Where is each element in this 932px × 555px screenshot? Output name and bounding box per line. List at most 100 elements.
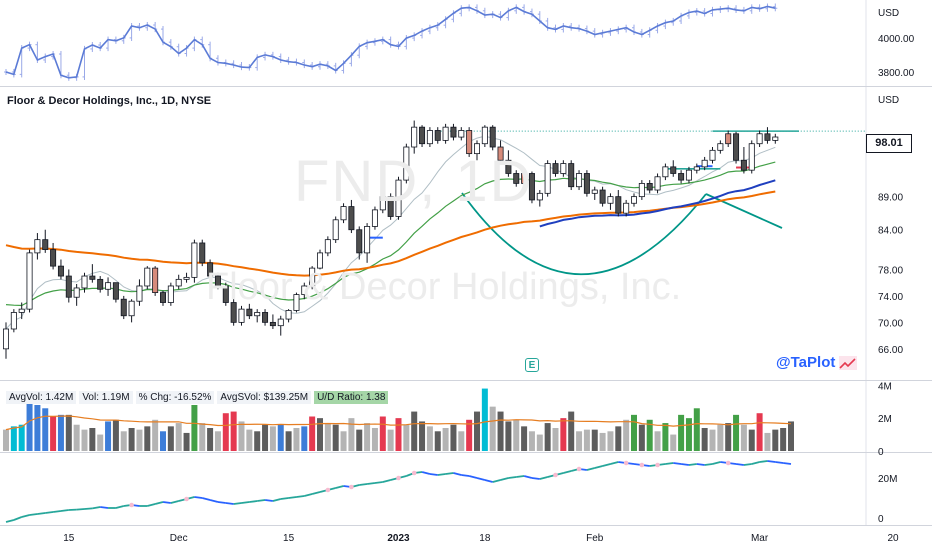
price-candle [459,130,464,137]
price-candle [278,319,283,326]
price-candle [74,288,79,297]
price-candle [239,309,244,322]
volume-bar [529,431,535,451]
volume-bar [655,431,661,451]
price-tick-label: 78.00 [878,265,903,276]
price-candle [506,160,511,173]
price-candle [215,276,220,286]
indicator-segment [673,463,681,464]
indicator-segment [446,473,454,474]
indicator-segment [218,502,226,503]
indicator-highlight-dot [129,503,134,508]
indicator-segment [469,476,477,478]
indicator-segment [689,464,697,465]
indicator-segment [234,503,242,504]
volume-bar [58,415,64,451]
indicator-segment [461,475,469,476]
x-tick-label: 2023 [387,533,410,544]
indicator-highlight-dot [349,485,354,490]
indicator-segment [540,477,548,479]
x-tick-label: Mar [751,533,769,544]
indicator-segment [587,468,595,470]
indicator-segment [453,473,461,475]
price-candle [129,301,134,316]
price-candle [82,276,87,288]
volume-bar [450,425,456,451]
price-candle [624,203,629,213]
indicator-segment [116,506,124,508]
price-candle [702,160,707,167]
indicator-segment [752,462,760,464]
volume-bar [623,420,629,451]
indicator-highlight-dot [184,497,189,502]
volume-bar [105,421,111,451]
price-candle [153,268,158,292]
price-candle [168,286,173,303]
volume-bar [27,403,33,451]
price-candle [317,253,322,268]
moving-averages-group [6,131,866,329]
indicator-segment [281,498,289,499]
volume-bar [553,428,559,451]
index-panel-group [4,3,777,80]
volume-bar [592,430,598,451]
volume-bar [419,421,425,451]
volume-bar [113,420,119,451]
price-candle [286,310,291,319]
volume-bar [600,433,606,451]
indicator-segment [85,508,93,509]
price-candle [27,253,32,309]
volume-bar [427,426,433,451]
price-candle [726,134,731,144]
volume-bar [215,431,221,451]
volume-bar [615,426,621,451]
volume-bar [301,426,307,451]
price-candle [380,197,385,210]
price-candle [270,322,275,325]
volume-bar [262,425,268,451]
indicator-segment [226,503,234,504]
cup-arc-drawing[interactable] [462,193,706,274]
volume-bar [474,412,480,451]
indicator-segment [242,502,250,503]
price-candle [262,312,267,322]
price-candle [482,127,487,144]
stat-avg-svol: AvgSVol: $139.25M [217,391,311,404]
branding[interactable]: @TaPlot [776,354,857,371]
volume-bar [356,430,362,451]
volume-bar [576,431,582,451]
price-candle [741,160,746,170]
price-candle [757,134,762,144]
indicator-segment [524,476,532,478]
price-candle [192,243,197,277]
indicator-segment [422,472,430,474]
price-candle [176,279,181,286]
earnings-marker[interactable]: E [525,358,539,372]
volume-bar [168,426,174,451]
indicator-segment [681,464,689,465]
indicator-segment [45,512,53,513]
indicator-segment [705,464,713,465]
index-tick-label: 3800.00 [878,68,915,79]
indicator-tick-label: 0 [878,514,884,525]
indicator-segment [171,501,179,503]
handle-line-drawing[interactable] [706,194,782,228]
stat-avg-vol: AvgVol: 1.42M [6,391,76,404]
price-candle [600,190,605,203]
index-unit-label: USD [878,8,899,19]
price-candle [404,147,409,180]
indicator-panel-group [6,461,791,522]
price-candle [451,127,456,137]
volume-bar [403,425,409,451]
volume-bar [631,415,637,451]
volume-bar [662,423,668,451]
price-candle [388,197,393,217]
volume-bar [443,428,449,451]
indicator-segment [163,502,171,503]
volume-bar [199,423,205,451]
x-tick-label: 18 [479,533,491,544]
price-candle [765,134,770,141]
price-candle [357,230,362,253]
indicator-segment [304,494,312,496]
